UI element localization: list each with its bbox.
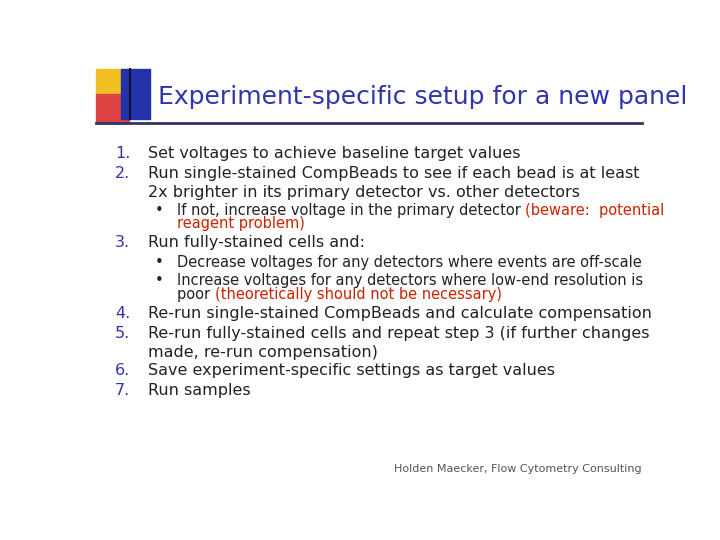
Text: Decrease voltages for any detectors where events are off-scale: Decrease voltages for any detectors wher…: [177, 255, 642, 270]
Text: reagent problem): reagent problem): [177, 217, 305, 232]
Text: 6.: 6.: [115, 363, 130, 378]
Text: 3.: 3.: [115, 235, 130, 250]
Text: If not, increase voltage in the primary detector: If not, increase voltage in the primary …: [177, 202, 526, 218]
Text: Experiment-specific setup for a new panel: Experiment-specific setup for a new pane…: [158, 85, 688, 109]
Text: Run single-stained CompBeads to see if each bead is at least
2x brighter in its : Run single-stained CompBeads to see if e…: [148, 166, 639, 200]
Text: •: •: [155, 255, 163, 270]
Text: 7.: 7.: [115, 383, 130, 398]
Bar: [121, 69, 150, 119]
Bar: [96, 94, 129, 122]
Text: Holden Maecker, Flow Cytometry Consulting: Holden Maecker, Flow Cytometry Consultin…: [394, 464, 642, 475]
Text: •: •: [155, 273, 163, 288]
Text: Re-run fully-stained cells and repeat step 3 (if further changes
made, re-run co: Re-run fully-stained cells and repeat st…: [148, 326, 649, 360]
Bar: [96, 69, 129, 96]
Text: 2.: 2.: [115, 166, 130, 181]
Text: poor: poor: [177, 287, 215, 302]
Text: 5.: 5.: [115, 326, 130, 341]
Text: Set voltages to achieve baseline target values: Set voltages to achieve baseline target …: [148, 146, 521, 161]
Text: Run samples: Run samples: [148, 383, 251, 398]
Text: Re-run single-stained CompBeads and calculate compensation: Re-run single-stained CompBeads and calc…: [148, 306, 652, 321]
Text: Save experiment-specific settings as target values: Save experiment-specific settings as tar…: [148, 363, 555, 378]
Text: Increase voltages for any detectors where low-end resolution is: Increase voltages for any detectors wher…: [177, 273, 643, 288]
Text: (beware:  potential: (beware: potential: [526, 202, 665, 218]
Text: 4.: 4.: [115, 306, 130, 321]
Text: 1.: 1.: [115, 146, 130, 161]
Text: •: •: [155, 202, 163, 218]
Text: Run fully-stained cells and:: Run fully-stained cells and:: [148, 235, 365, 250]
Text: (theoretically should not be necessary): (theoretically should not be necessary): [215, 287, 502, 302]
